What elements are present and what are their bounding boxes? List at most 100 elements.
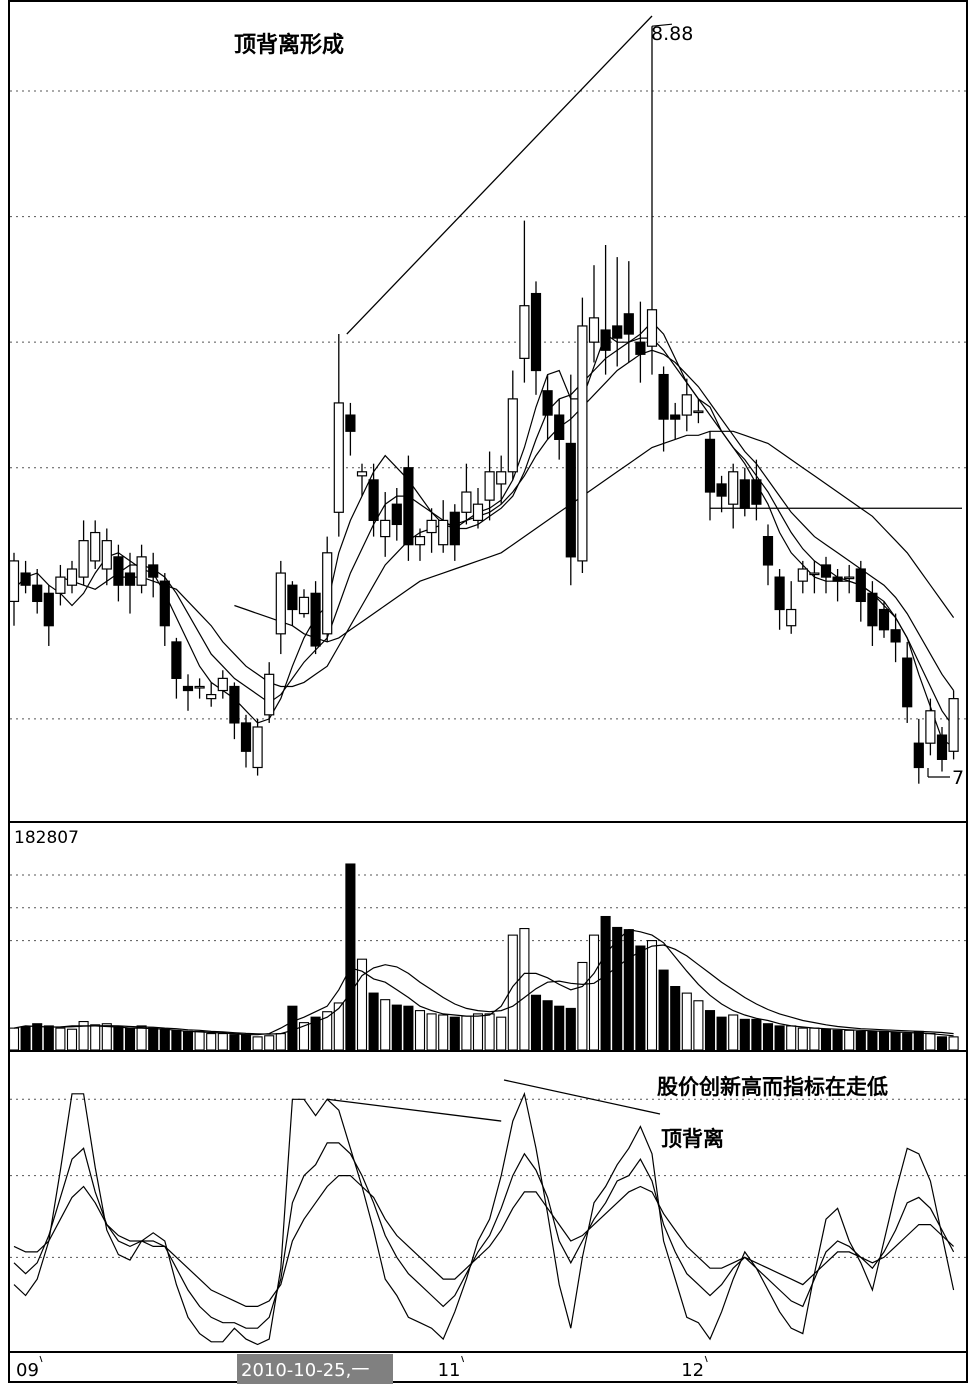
volume-bar-up (472, 1013, 484, 1051)
volume-bar-down (124, 1027, 136, 1051)
price-ma-line (60, 337, 955, 728)
x-tick-mark (461, 1355, 465, 1363)
indicator-line (13, 1142, 955, 1329)
candle-up (55, 576, 66, 594)
volume-bar-down (345, 863, 356, 1051)
candle-down (554, 414, 565, 440)
candle-down (890, 629, 901, 643)
volume-bar-down (148, 1027, 159, 1051)
volume-bar-down (542, 1000, 553, 1051)
volume-bar-down (670, 985, 681, 1051)
volume-bar-up (577, 961, 588, 1051)
candle-down (716, 483, 727, 497)
volume-bar-up (78, 1021, 89, 1051)
volume-bar-up (264, 1035, 275, 1051)
candle-up (844, 576, 855, 580)
volume-bar-up (380, 999, 391, 1051)
x-tick-mark (704, 1355, 708, 1363)
candle-down (820, 564, 832, 578)
volume-bar-down (32, 1023, 43, 1051)
volume-bar-down (820, 1028, 832, 1051)
volume-bar-up (728, 1014, 739, 1051)
candle-down (600, 329, 611, 351)
volume-bar-down (182, 1030, 194, 1051)
price-panel-title: 顶背离形成 (234, 32, 344, 58)
candle-up (925, 710, 936, 744)
candle-down (936, 734, 948, 760)
candle-down (368, 479, 379, 521)
indicator-lines (13, 1091, 955, 1346)
candle-up (438, 519, 449, 546)
price-gridlines (10, 90, 966, 720)
candle-down (623, 313, 634, 335)
volume-bar-down (913, 1030, 924, 1051)
high-pointer (651, 23, 673, 27)
candle-up (472, 503, 484, 521)
divergence-annotation: 股价创新高而指标在走低 (657, 1075, 888, 1099)
price-annotations (346, 15, 950, 778)
candle-down (345, 414, 356, 432)
candle-up (426, 519, 437, 534)
volume-bar-down (240, 1034, 252, 1051)
volume-bar-up (66, 1028, 78, 1051)
top-divergence-label: 顶背离 (661, 1127, 724, 1151)
price-ma-line (118, 349, 955, 691)
volume-bar-down (565, 1007, 576, 1051)
price-ma-line (13, 321, 954, 748)
candle-up (380, 519, 391, 538)
volume-bar-up (206, 1033, 217, 1051)
volume-bar-up (786, 1025, 797, 1051)
volume-bar-up (194, 1030, 205, 1051)
volume-bar-up (136, 1025, 147, 1051)
candle-up (786, 608, 797, 627)
volume-bar-down (391, 1004, 402, 1051)
volume-bar-up (507, 934, 518, 1051)
candle-down (391, 503, 402, 526)
candle-up (78, 540, 89, 578)
volume-bar-up (925, 1033, 936, 1051)
volume-bar-down (449, 1016, 460, 1051)
indicator-line (13, 1175, 955, 1307)
candle-up (322, 552, 333, 635)
volume-bar-down (20, 1026, 31, 1051)
candle-down (658, 373, 669, 420)
price-moving-averages (13, 321, 962, 748)
volume-bar-down (936, 1036, 948, 1051)
volume-bar-down (878, 1030, 890, 1051)
candle-down (403, 467, 414, 546)
volume-bar-down (890, 1031, 901, 1051)
volume-bar-down (403, 1005, 414, 1051)
volume-bar-up (948, 1036, 959, 1051)
volume-bar-down (832, 1029, 843, 1051)
volume-bar-down (739, 1018, 750, 1051)
volume-bar-up (101, 1023, 112, 1051)
candle-up (66, 568, 78, 586)
x-tick-mark (39, 1355, 43, 1363)
volume-bar-up (438, 1014, 449, 1051)
candle-up (206, 693, 217, 700)
volume-bar-up (519, 928, 530, 1051)
candle-up (275, 572, 286, 635)
cursor-date-box (237, 1354, 393, 1384)
volume-bar-up (809, 1027, 820, 1051)
volume-bar-up (588, 934, 600, 1051)
x-tick-label: 11 (438, 1360, 461, 1381)
volume-bar-up (496, 1016, 507, 1051)
candle-up (693, 410, 704, 414)
candle-up (217, 677, 228, 692)
volume-bar-up (298, 1022, 310, 1051)
volume-bar-down (751, 1018, 762, 1051)
volume-bar-down (855, 1030, 866, 1051)
volume-bars (8, 863, 959, 1051)
candle-down (670, 414, 681, 420)
volume-bar-up (693, 1000, 704, 1051)
x-axis: 09 11 12 (16, 1355, 708, 1381)
volume-bar-up (322, 1011, 333, 1051)
volume-bar-up (90, 1024, 101, 1051)
candle-up (588, 317, 600, 343)
volume-bar-down (635, 945, 646, 1051)
candle-down (449, 511, 460, 546)
candle-down (739, 479, 750, 509)
candle-down (171, 641, 182, 679)
volume-bar-up (275, 1033, 286, 1051)
